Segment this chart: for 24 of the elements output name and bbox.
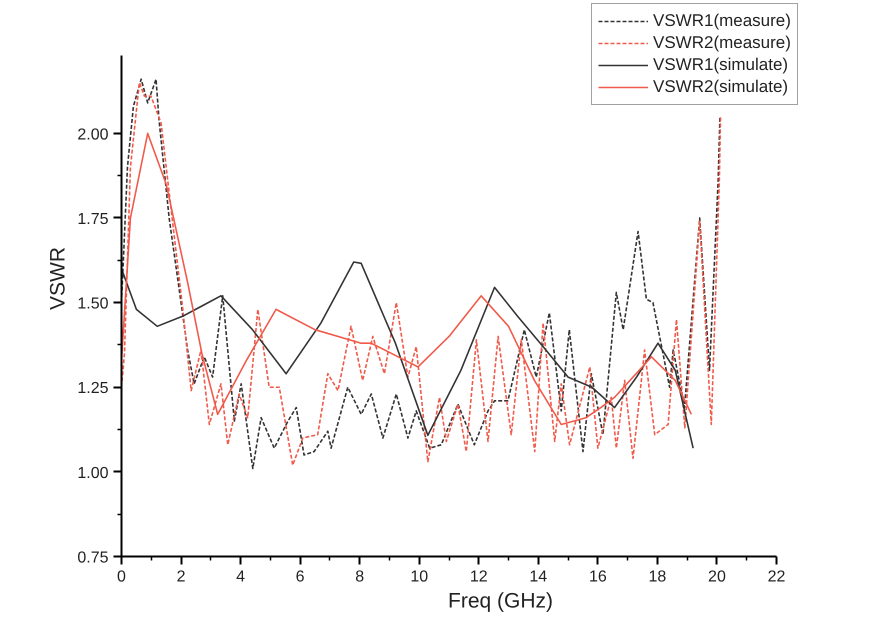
x-tick-label: 2 (176, 568, 186, 586)
x-tick-label: 16 (588, 568, 607, 586)
legend-label: VSWR1(simulate) (653, 54, 788, 76)
legend-label: VSWR2(simulate) (653, 76, 788, 98)
x-tick-label: 4 (236, 568, 246, 586)
y-tick-label: 1.50 (77, 296, 109, 313)
x-axis-title: Freq (GHz) (448, 590, 553, 612)
x-tick-label: 6 (296, 568, 305, 586)
y-tick-label: 1.00 (77, 464, 109, 482)
x-tick-label: 14 (529, 568, 548, 586)
y-tick-label: 0.75 (77, 550, 109, 566)
x-tick-label: 8 (355, 568, 364, 586)
x-tick-label: 18 (648, 568, 666, 586)
legend-label: VSWR2(measure) (653, 32, 791, 54)
x-tick-label: 0 (117, 568, 126, 586)
x-tick-label: 22 (768, 568, 786, 586)
x-tick-label: 10 (410, 568, 428, 586)
x-tick-label: 20 (708, 568, 726, 586)
y-tick-label: 1.25 (77, 380, 109, 398)
legend-label: VSWR1(measure) (653, 10, 791, 32)
x-tick-label: 12 (470, 568, 488, 586)
y-tick-label: 1.75 (77, 210, 109, 228)
y-tick-label: 2.00 (77, 126, 109, 144)
y-axis-title: VSWR (46, 247, 70, 310)
